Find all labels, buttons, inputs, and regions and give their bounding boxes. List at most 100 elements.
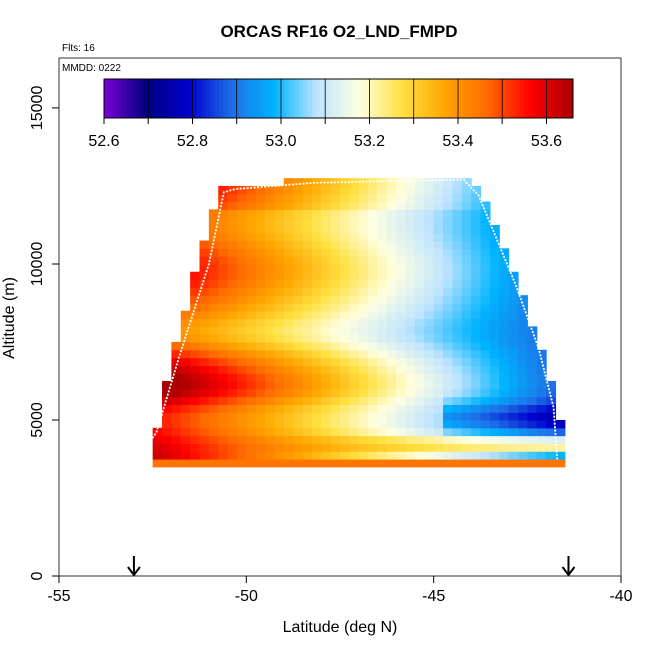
heat-cell xyxy=(461,201,472,210)
heat-cell xyxy=(358,209,369,218)
heat-cell xyxy=(358,271,369,281)
heat-cell xyxy=(274,248,285,257)
heat-cell xyxy=(414,427,425,437)
heat-cell xyxy=(480,373,491,382)
colorbar-swatch xyxy=(480,79,485,118)
heat-cell xyxy=(190,396,201,405)
heat-cell xyxy=(302,318,313,327)
heat-cell xyxy=(246,380,257,390)
colorbar-swatch xyxy=(334,79,339,118)
colorbar-swatch xyxy=(409,79,415,118)
heat-cell xyxy=(396,427,407,437)
heat-cell xyxy=(433,334,444,343)
heat-cell xyxy=(461,427,472,437)
heat-cell xyxy=(246,412,257,421)
heat-cell xyxy=(517,419,528,429)
heat-cell xyxy=(227,388,238,398)
heat-cell xyxy=(405,193,416,203)
heat-cell xyxy=(208,396,219,405)
heat-cell xyxy=(368,232,379,242)
heat-cell xyxy=(190,271,201,281)
heat-cell xyxy=(246,185,257,195)
heat-cell xyxy=(536,435,547,444)
heat-cell xyxy=(358,373,369,382)
heat-cell xyxy=(321,295,332,304)
heat-cell xyxy=(461,209,472,218)
y-tick-label: 15000 xyxy=(29,86,46,131)
heat-cell xyxy=(265,185,276,195)
heat-cell xyxy=(162,427,172,437)
heat-cell xyxy=(499,427,510,437)
heat-cell xyxy=(208,271,219,281)
heat-cell xyxy=(321,396,332,405)
heat-cell xyxy=(190,443,201,452)
heat-cell xyxy=(452,451,463,460)
heat-cell xyxy=(302,256,313,265)
colorbar-swatch xyxy=(285,79,291,118)
heat-cell xyxy=(414,310,425,320)
heat-cell xyxy=(330,193,341,203)
heat-cell xyxy=(517,435,528,444)
heat-cell xyxy=(396,302,407,312)
heat-cell xyxy=(452,224,463,234)
heat-cell xyxy=(227,365,238,374)
heat-cell xyxy=(330,295,341,304)
heat-cell xyxy=(499,404,510,413)
heat-cell xyxy=(368,334,379,343)
heat-cell xyxy=(480,412,491,421)
heat-cell xyxy=(302,302,313,312)
heat-cell xyxy=(236,404,247,413)
heat-cell xyxy=(424,302,435,312)
heat-cell xyxy=(499,435,510,444)
heat-cell xyxy=(302,365,313,374)
colorbar-tick-label: 52.6 xyxy=(88,133,119,150)
heat-cell xyxy=(293,326,304,335)
heat-cell xyxy=(274,435,285,444)
heat-cell xyxy=(274,217,285,226)
heat-cell xyxy=(499,287,510,296)
heat-cell xyxy=(321,302,332,312)
heat-cell xyxy=(349,178,360,187)
heat-cell xyxy=(377,380,388,390)
heat-cell xyxy=(517,451,528,460)
heat-cell xyxy=(358,318,369,327)
heat-cell xyxy=(368,388,379,398)
heat-cell xyxy=(358,443,369,452)
heat-cell xyxy=(180,435,191,444)
heat-cell xyxy=(443,388,453,398)
colorbar-swatch xyxy=(130,79,136,118)
heat-cell xyxy=(311,256,322,265)
heat-cell xyxy=(527,380,538,390)
heat-cell xyxy=(527,419,538,429)
colorbar-tick-label: 53.0 xyxy=(265,133,296,150)
heat-cell xyxy=(508,349,519,359)
heat-cell xyxy=(302,380,313,390)
heat-cell xyxy=(236,451,247,460)
heat-cell xyxy=(536,427,547,437)
heat-cell xyxy=(461,279,472,288)
heat-cell xyxy=(293,263,304,273)
heat-cell xyxy=(405,209,416,218)
heat-cell xyxy=(330,388,341,398)
heat-cell xyxy=(302,341,313,351)
heat-cell xyxy=(321,256,332,265)
heat-cell xyxy=(302,209,313,218)
heat-cell xyxy=(321,349,332,359)
heat-cell xyxy=(152,451,163,460)
heat-cell xyxy=(368,412,379,421)
heat-cell xyxy=(330,396,341,405)
heat-cell xyxy=(396,357,407,366)
heat-cell xyxy=(218,380,229,390)
heat-cell xyxy=(199,380,210,390)
heat-cell xyxy=(424,326,435,335)
heat-cell xyxy=(321,271,332,281)
heat-cell xyxy=(377,435,388,444)
heat-cell xyxy=(283,295,294,304)
heat-cell xyxy=(377,185,388,195)
colorbar-swatch xyxy=(307,79,313,118)
heat-cell xyxy=(405,388,416,398)
heat-cell xyxy=(349,357,360,366)
heat-cell xyxy=(424,365,435,374)
heat-cell xyxy=(330,256,341,265)
heat-cell xyxy=(461,240,472,249)
